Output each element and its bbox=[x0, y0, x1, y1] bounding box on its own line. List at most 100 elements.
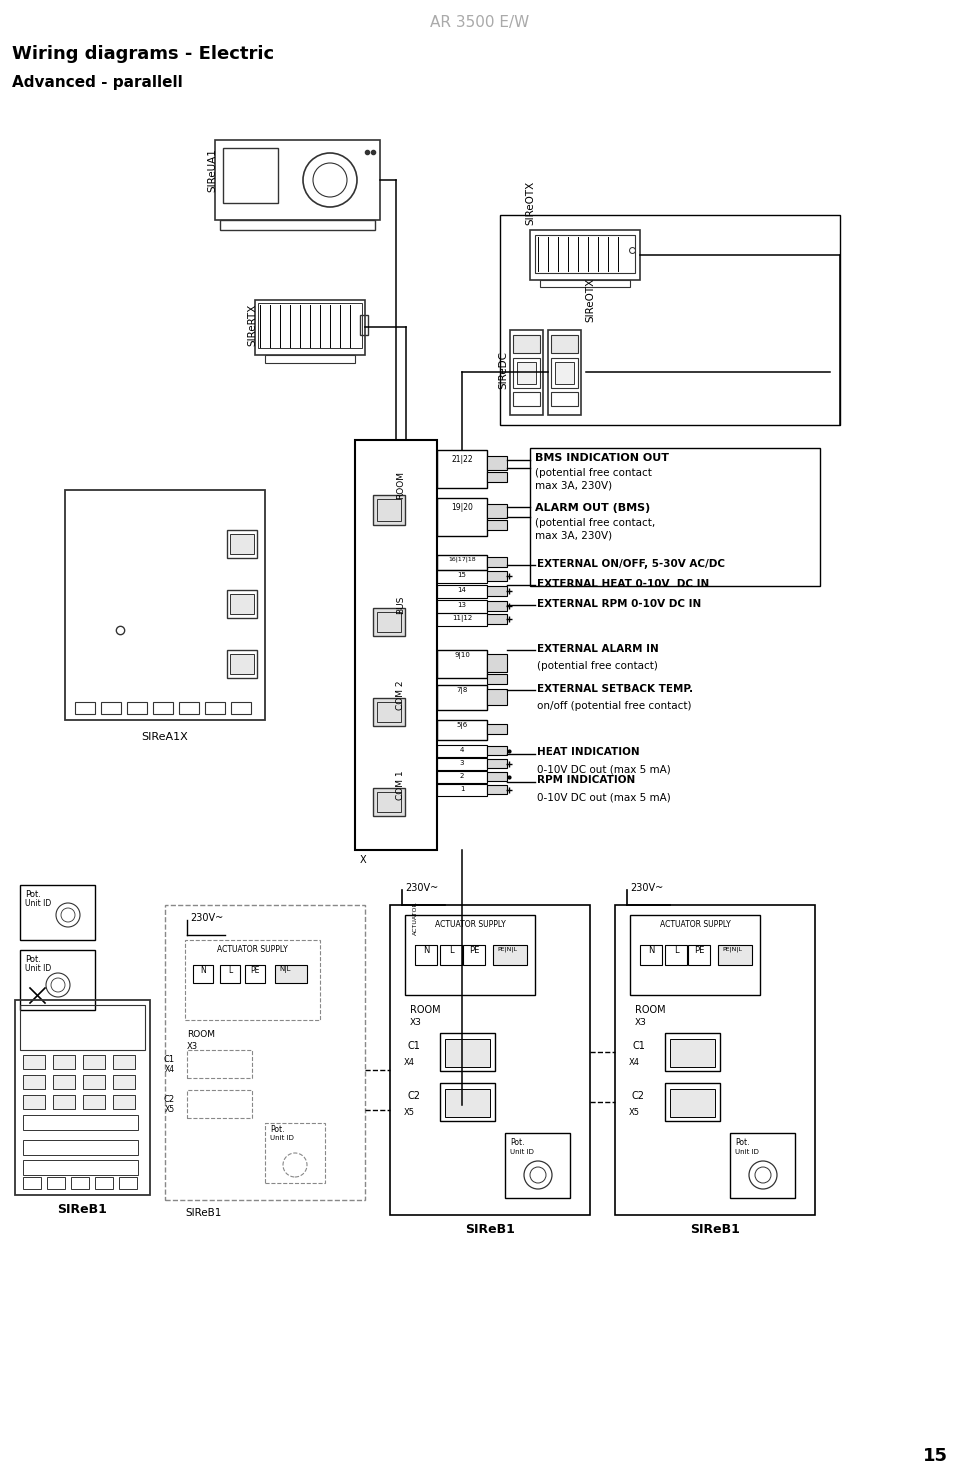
Text: SIReRTX: SIReRTX bbox=[247, 303, 257, 346]
Text: 1: 1 bbox=[460, 786, 465, 792]
Text: ACTUATOR SUPPLY: ACTUATOR SUPPLY bbox=[217, 946, 287, 955]
Bar bbox=[487, 746, 507, 755]
Bar bbox=[95, 1177, 113, 1188]
Text: SIReB1: SIReB1 bbox=[185, 1208, 222, 1218]
Text: ROOM: ROOM bbox=[410, 1005, 441, 1015]
Bar bbox=[665, 1033, 720, 1072]
Bar bbox=[83, 1074, 105, 1089]
Bar bbox=[440, 946, 462, 965]
Text: SIReB1: SIReB1 bbox=[690, 1222, 740, 1236]
Bar bbox=[227, 650, 257, 678]
Text: COM 1: COM 1 bbox=[396, 770, 405, 799]
Text: X4: X4 bbox=[629, 1058, 640, 1067]
Bar bbox=[487, 586, 507, 596]
Bar bbox=[463, 946, 485, 965]
Text: RPM INDICATION: RPM INDICATION bbox=[537, 776, 636, 784]
Text: N|L: N|L bbox=[279, 966, 291, 972]
Bar bbox=[487, 472, 507, 482]
Bar bbox=[487, 654, 507, 672]
Bar bbox=[548, 330, 581, 414]
Bar bbox=[377, 499, 401, 521]
Bar bbox=[227, 530, 257, 558]
Text: ACTUATOR: ACTUATOR bbox=[413, 901, 418, 935]
Text: Unit ID: Unit ID bbox=[25, 898, 51, 909]
Text: on/off (potential free contact): on/off (potential free contact) bbox=[537, 702, 691, 710]
Text: Unit ID: Unit ID bbox=[270, 1135, 294, 1141]
Bar bbox=[20, 950, 95, 1009]
Bar bbox=[551, 334, 578, 354]
Text: N: N bbox=[422, 946, 429, 955]
Text: 0-10V DC out (max 5 mA): 0-10V DC out (max 5 mA) bbox=[537, 764, 671, 774]
Text: Advanced - parallell: Advanced - parallell bbox=[12, 75, 182, 90]
Bar bbox=[487, 601, 507, 611]
Bar bbox=[487, 505, 507, 518]
Bar bbox=[377, 702, 401, 722]
Bar bbox=[230, 654, 254, 673]
Text: N: N bbox=[648, 946, 654, 955]
Bar bbox=[405, 915, 535, 995]
Bar bbox=[187, 1049, 252, 1077]
Text: ROOM: ROOM bbox=[187, 1030, 215, 1039]
Bar bbox=[437, 599, 487, 613]
Bar bbox=[513, 334, 540, 354]
Text: AR 3500 E/W: AR 3500 E/W bbox=[430, 15, 530, 30]
Bar bbox=[20, 1005, 145, 1049]
Text: 16|17|18: 16|17|18 bbox=[448, 556, 476, 562]
Text: ACTUATOR SUPPLY: ACTUATOR SUPPLY bbox=[660, 921, 731, 929]
Bar bbox=[437, 450, 487, 488]
Bar bbox=[445, 1039, 490, 1067]
Bar bbox=[113, 1095, 135, 1109]
Text: SIReUA1: SIReUA1 bbox=[207, 148, 217, 192]
Text: Pot.: Pot. bbox=[25, 889, 41, 898]
Text: Pot.: Pot. bbox=[25, 955, 41, 963]
Text: Unit ID: Unit ID bbox=[25, 963, 51, 972]
Text: BMS INDICATION OUT: BMS INDICATION OUT bbox=[535, 453, 669, 463]
Text: Unit ID: Unit ID bbox=[735, 1148, 758, 1154]
Text: 7|8: 7|8 bbox=[456, 687, 468, 694]
Bar bbox=[258, 303, 362, 348]
Bar bbox=[153, 702, 173, 713]
Text: 2: 2 bbox=[460, 773, 465, 778]
Bar bbox=[437, 771, 487, 783]
Text: EXTERNAL RPM 0-10V DC IN: EXTERNAL RPM 0-10V DC IN bbox=[537, 599, 701, 608]
Bar bbox=[487, 690, 507, 704]
Bar bbox=[377, 613, 401, 632]
Text: PE: PE bbox=[251, 966, 260, 975]
Text: SIReB1: SIReB1 bbox=[57, 1203, 107, 1217]
Text: C2: C2 bbox=[632, 1091, 645, 1101]
Bar bbox=[215, 141, 380, 221]
Text: Wiring diagrams - Electric: Wiring diagrams - Electric bbox=[12, 44, 275, 64]
Bar bbox=[670, 1089, 715, 1117]
Text: EXTERNAL ALARM IN: EXTERNAL ALARM IN bbox=[537, 644, 659, 654]
Bar bbox=[83, 1095, 105, 1109]
Text: X: X bbox=[360, 855, 367, 864]
Bar bbox=[487, 571, 507, 582]
Bar bbox=[185, 940, 320, 1020]
Text: Unit ID: Unit ID bbox=[510, 1148, 534, 1154]
Bar bbox=[487, 614, 507, 625]
Bar bbox=[220, 221, 375, 229]
Bar bbox=[119, 1177, 137, 1188]
Bar bbox=[487, 556, 507, 567]
Bar bbox=[505, 1134, 570, 1197]
Text: PE|N|L: PE|N|L bbox=[722, 946, 742, 952]
Text: 13: 13 bbox=[458, 602, 467, 608]
Bar bbox=[223, 148, 278, 203]
Bar bbox=[437, 570, 487, 583]
Text: L: L bbox=[674, 946, 679, 955]
Text: L: L bbox=[228, 966, 232, 975]
Text: C1: C1 bbox=[632, 1040, 645, 1051]
Text: X3: X3 bbox=[410, 1018, 421, 1027]
Bar bbox=[127, 702, 147, 713]
Text: EXTERNAL SETBACK TEMP.: EXTERNAL SETBACK TEMP. bbox=[537, 684, 693, 694]
Text: 230V~: 230V~ bbox=[190, 913, 224, 924]
Bar bbox=[530, 448, 820, 586]
Bar bbox=[415, 946, 437, 965]
Bar bbox=[373, 494, 405, 525]
Bar bbox=[360, 315, 368, 334]
Bar bbox=[53, 1095, 75, 1109]
Text: SIReB1: SIReB1 bbox=[465, 1222, 515, 1236]
Text: PE: PE bbox=[694, 946, 705, 955]
Bar bbox=[377, 792, 401, 813]
Text: X3: X3 bbox=[635, 1018, 647, 1027]
